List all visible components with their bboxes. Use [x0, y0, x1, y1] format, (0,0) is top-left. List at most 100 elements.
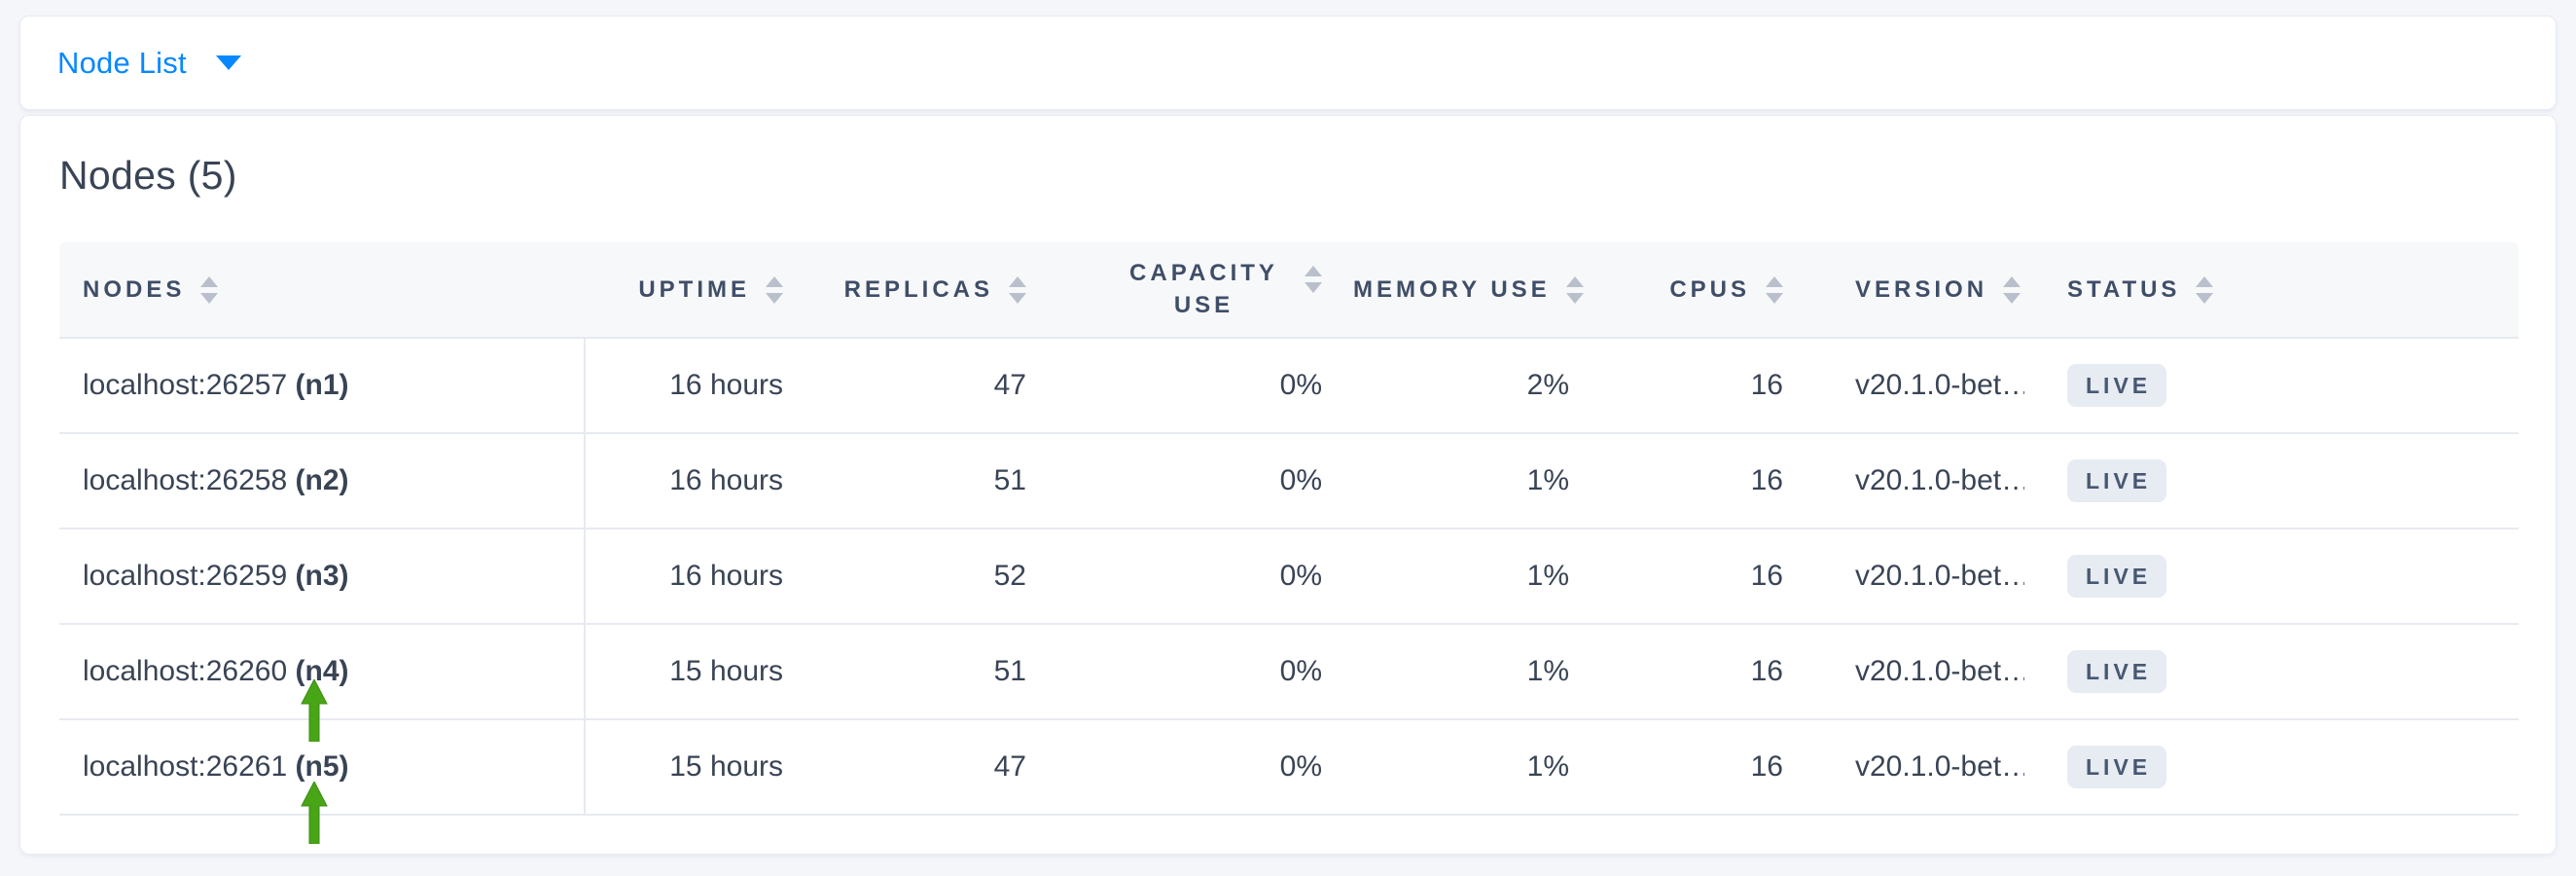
column-header-capacity[interactable]: CAPACITY USE: [1061, 242, 1353, 339]
table-row-n2: localhost:26258 (n2) 16 hours 51 0% 1% 16 v20.…: [59, 433, 2519, 529]
sort-asc-icon: [2196, 275, 2214, 287]
node-address: localhost:26257: [83, 369, 296, 401]
table-body: localhost:26257 (n1) 16 hours 47 0% 2% 16 v20.…: [59, 338, 2519, 816]
capacity-cell: 0%: [1061, 529, 1353, 625]
sort-desc-icon: [766, 292, 783, 304]
node-id: (n1): [295, 369, 349, 401]
column-header-cpus[interactable]: CPUS: [1587, 242, 1801, 339]
column-label-replicas: REPLICAS: [843, 275, 993, 303]
node-cell: localhost:26257 (n1): [59, 338, 586, 434]
node-address: localhost:26260: [83, 655, 296, 687]
node-id: (n5): [295, 750, 349, 783]
version-cell: v20.1.0-bet…: [1801, 338, 2024, 434]
version-cell: v20.1.0-bet…: [1801, 624, 2024, 720]
sort-icon: [2003, 275, 2021, 304]
column-header-memory[interactable]: MEMORY USE: [1353, 242, 1587, 339]
node-cell: localhost:26258 (n2): [59, 433, 586, 529]
column-header-node[interactable]: NODES: [59, 242, 585, 339]
sort-desc-icon: [1009, 292, 1026, 304]
nodes-table: NODES UPTIME REPLICAS CAPACITY USE MEMORY US…: [59, 242, 2519, 816]
sort-desc-icon: [1565, 292, 1584, 304]
cpus-cell: 16: [1587, 338, 1801, 434]
table-row-n1: localhost:26257 (n1) 16 hours 47 0% 2% 16 v20.…: [59, 338, 2519, 434]
node-address-link[interactable]: localhost:26259 (n3): [83, 560, 349, 592]
node-address: localhost:26259: [83, 560, 296, 592]
node-id: (n2): [295, 464, 349, 496]
status-badge: LIVE: [2067, 650, 2167, 693]
sort-icon: [1305, 266, 1322, 294]
column-header-status[interactable]: STATUS: [2024, 242, 2519, 339]
uptime-cell: 16 hours: [585, 433, 808, 529]
column-label-capacity: CAPACITY USE: [1129, 260, 1278, 318]
uptime-cell: 15 hours: [585, 624, 808, 720]
table-row-n5: localhost:26261 (n5) 15 hours 47 0% 1% 16 v20.…: [59, 719, 2519, 816]
node-address-link[interactable]: localhost:26261 (n5): [83, 750, 349, 783]
status-badge: LIVE: [2067, 555, 2167, 598]
cpus-cell: 16: [1587, 624, 1801, 720]
uptime-cell: 15 hours: [585, 719, 808, 816]
green-arrow-annotation-n5: [301, 782, 328, 844]
chevron-down-icon: [215, 55, 241, 70]
cpus-cell: 16: [1587, 529, 1801, 625]
sort-asc-icon: [200, 275, 219, 287]
sort-asc-icon: [1565, 275, 1584, 287]
sort-icon: [766, 275, 783, 304]
view-dropdown-label: Node List: [57, 45, 187, 80]
memory-cell: 1%: [1353, 529, 1587, 625]
green-arrow-annotation-n4: [301, 679, 328, 742]
replicas-cell: 47: [808, 338, 1061, 434]
capacity-cell: 0%: [1061, 338, 1353, 434]
node-address-link[interactable]: localhost:26257 (n1): [83, 369, 349, 401]
status-badge: LIVE: [2067, 364, 2167, 407]
sort-asc-icon: [2003, 275, 2021, 287]
replicas-cell: 51: [808, 433, 1061, 529]
status-cell: LIVE: [2024, 624, 2519, 720]
node-cell: localhost:26259 (n3): [59, 529, 586, 625]
column-label-status: STATUS: [2067, 275, 2181, 303]
version-cell: v20.1.0-bet…: [1801, 719, 2024, 816]
status-cell: LIVE: [2024, 529, 2519, 625]
replicas-cell: 52: [808, 529, 1061, 625]
column-header-replicas[interactable]: REPLICAS: [808, 242, 1061, 339]
nodes-card: Nodes (5) NODES UPTIME REPLICAS CAPACITY US…: [19, 115, 2557, 855]
uptime-cell: 16 hours: [585, 338, 808, 434]
table-header-row: NODES UPTIME REPLICAS CAPACITY USE MEMORY US…: [59, 242, 2519, 339]
sort-asc-icon: [1766, 275, 1783, 287]
column-label-uptime: UPTIME: [638, 275, 750, 303]
sort-asc-icon: [766, 275, 783, 287]
replicas-cell: 51: [808, 624, 1061, 720]
page-title: Nodes (5): [59, 153, 237, 198]
status-cell: LIVE: [2024, 338, 2519, 434]
cpus-cell: 16: [1587, 433, 1801, 529]
column-header-version[interactable]: VERSION: [1801, 242, 2024, 339]
table-row-n4: localhost:26260 (n4) 15 hours 51 0% 1% 16 v20.…: [59, 624, 2519, 720]
column-label-cpus: CPUS: [1669, 275, 1750, 303]
memory-cell: 1%: [1353, 433, 1587, 529]
column-header-uptime[interactable]: UPTIME: [585, 242, 808, 339]
sort-icon: [1766, 275, 1783, 304]
node-address-link[interactable]: localhost:26258 (n2): [83, 464, 349, 496]
replicas-cell: 47: [808, 719, 1061, 816]
column-label-version: VERSION: [1855, 275, 1988, 303]
node-address: localhost:26261: [83, 750, 296, 783]
sort-desc-icon: [200, 292, 219, 304]
sort-desc-icon: [2003, 292, 2021, 304]
nodes-table-container: NODES UPTIME REPLICAS CAPACITY USE MEMORY US…: [59, 242, 2519, 816]
sort-desc-icon: [1305, 282, 1322, 294]
status-cell: LIVE: [2024, 433, 2519, 529]
memory-cell: 1%: [1353, 719, 1587, 816]
sort-asc-icon: [1009, 275, 1026, 287]
version-cell: v20.1.0-bet…: [1801, 529, 2024, 625]
node-id: (n4): [295, 655, 349, 687]
sort-icon: [200, 275, 219, 304]
sort-desc-icon: [2196, 292, 2214, 304]
sort-icon: [1565, 275, 1584, 304]
memory-cell: 1%: [1353, 624, 1587, 720]
capacity-cell: 0%: [1061, 624, 1353, 720]
capacity-cell: 0%: [1061, 719, 1353, 816]
node-address-link[interactable]: localhost:26260 (n4): [83, 655, 349, 687]
view-dropdown[interactable]: Node List: [57, 17, 241, 109]
cpus-cell: 16: [1587, 719, 1801, 816]
column-label-memory: MEMORY USE: [1353, 275, 1551, 303]
node-id: (n3): [295, 560, 349, 592]
